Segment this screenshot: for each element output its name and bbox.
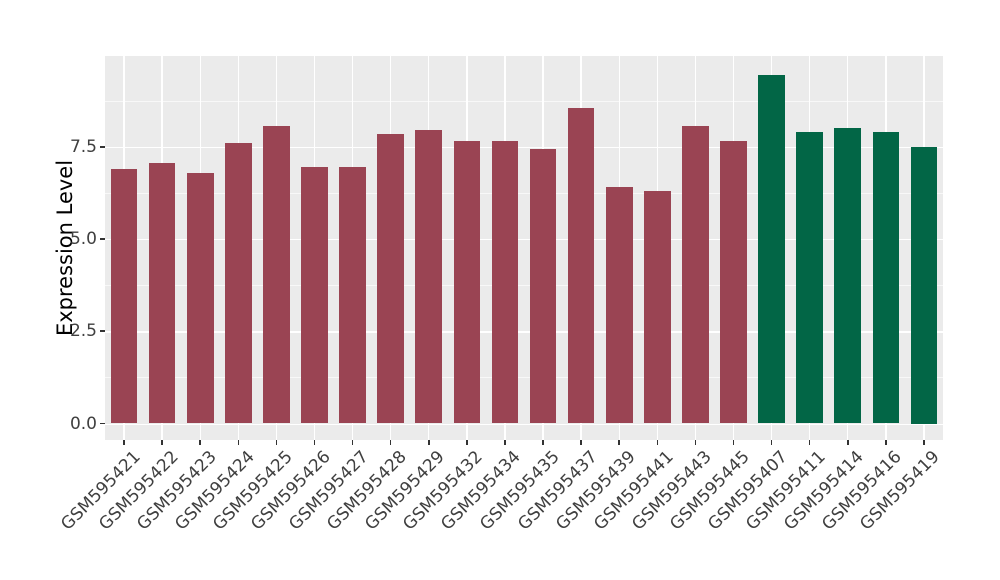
bar-GSM595419	[910, 146, 938, 424]
x-tick-mark	[694, 440, 697, 445]
bar-GSM595421	[110, 168, 138, 424]
x-tick-mark	[199, 440, 202, 445]
bar-GSM595426	[301, 167, 328, 424]
x-tick-mark	[885, 440, 887, 445]
x-tick-mark	[846, 440, 849, 445]
bar-GSM595416	[872, 131, 900, 424]
x-tick-mark	[237, 440, 240, 445]
bar-GSM595423	[186, 172, 214, 424]
gridline-minor	[105, 285, 943, 286]
x-tick-mark	[580, 440, 582, 445]
bar-GSM595428	[377, 133, 404, 424]
x-tick-mark	[389, 440, 392, 445]
y-tick-mark	[100, 238, 105, 240]
bar-GSM595439	[605, 187, 633, 424]
x-tick-mark	[732, 440, 735, 445]
bar-GSM595427	[339, 167, 366, 424]
bar-GSM595434	[491, 141, 519, 424]
x-tick-mark	[923, 440, 925, 445]
x-tick-mark	[618, 440, 621, 445]
y-tick-mark	[100, 330, 105, 333]
gridline-minor	[105, 192, 943, 194]
bar-GSM595429	[415, 130, 443, 424]
x-tick-mark	[275, 440, 278, 445]
bar-GSM595441	[643, 191, 671, 424]
bar-GSM595435	[529, 148, 557, 424]
gridline-minor	[105, 100, 943, 102]
bar-GSM595424	[224, 143, 252, 424]
gridline-major	[105, 331, 943, 333]
bar-GSM595437	[567, 108, 595, 424]
x-tick-mark	[351, 440, 354, 445]
y-tick-label: 7.5	[69, 136, 97, 157]
gridline-major	[105, 423, 943, 425]
chart-panel	[105, 56, 943, 440]
y-tick-label: 2.5	[69, 321, 97, 342]
y-tick-mark	[100, 145, 105, 148]
bar-GSM595443	[682, 126, 709, 424]
gridline-major	[105, 146, 943, 149]
gridline-minor	[105, 377, 943, 379]
bar-GSM595432	[453, 141, 481, 424]
bar-GSM595407	[758, 74, 785, 424]
x-tick-mark	[466, 440, 468, 445]
y-tick-label: 5.0	[69, 229, 97, 249]
x-tick-mark	[770, 440, 773, 445]
x-tick-mark	[161, 440, 163, 445]
x-tick-mark	[542, 440, 544, 445]
x-tick-mark	[504, 440, 506, 445]
x-tick-mark	[123, 440, 125, 445]
bar-GSM595414	[834, 128, 862, 424]
x-tick-mark	[313, 440, 316, 445]
x-tick-mark	[808, 440, 811, 445]
y-tick-label: 0.0	[69, 413, 97, 434]
bar-GSM595422	[148, 163, 176, 424]
bar-GSM595425	[263, 126, 290, 424]
bar-GSM595445	[720, 141, 747, 424]
x-tick-mark	[427, 440, 430, 445]
x-tick-mark	[656, 440, 659, 445]
bar-GSM595411	[796, 131, 823, 424]
y-tick-mark	[100, 422, 105, 425]
gridline-major	[105, 239, 943, 241]
